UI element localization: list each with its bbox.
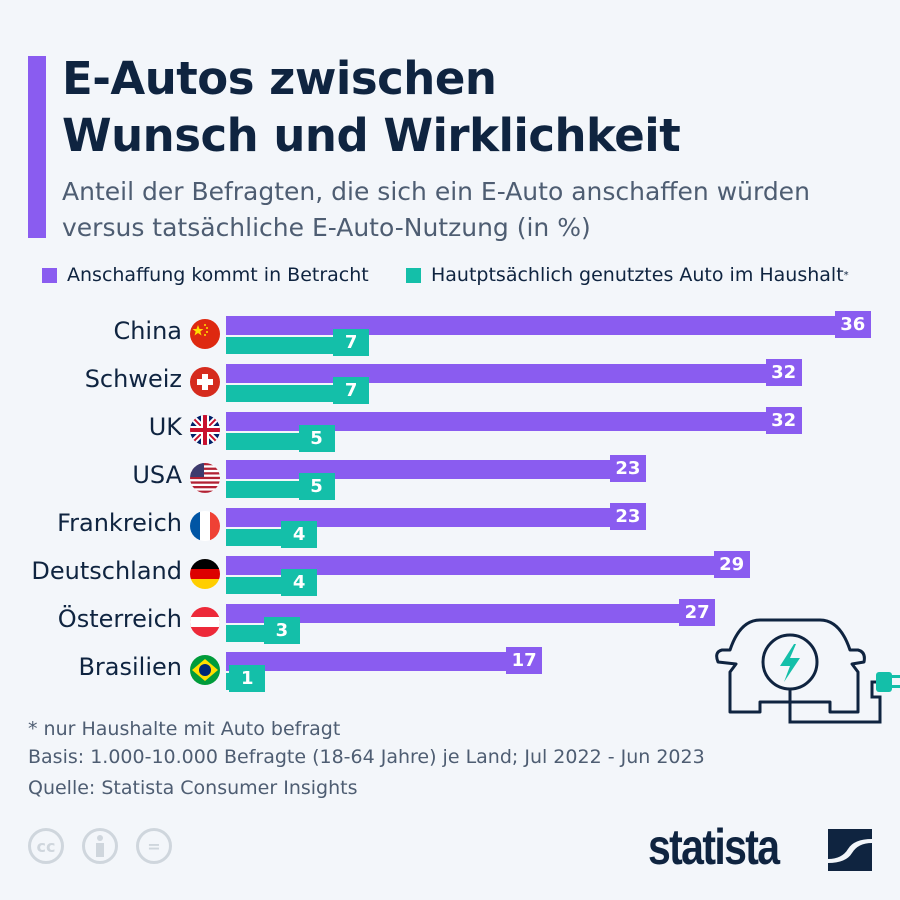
- source-note: Quelle: Statista Consumer Insights: [28, 777, 358, 799]
- country-label: Schweiz: [84, 365, 182, 393]
- country-label: Deutschland: [31, 557, 182, 585]
- legend-item-purchase: Anschaffung kommt in Betracht: [42, 264, 369, 286]
- data-label: 5: [298, 473, 335, 500]
- bar-purchase: [226, 508, 646, 527]
- legend-swatch-purple: [42, 267, 57, 283]
- attribution-icon[interactable]: [82, 828, 118, 864]
- statista-logo[interactable]: statista: [648, 819, 780, 875]
- bar-purchase: [226, 460, 646, 479]
- usa-flag-icon: [190, 463, 220, 493]
- country-label: USA: [132, 461, 182, 489]
- country-label: Frankreich: [57, 509, 182, 537]
- data-label: 17: [506, 647, 543, 674]
- country-label: China: [113, 317, 182, 345]
- title-accent-bar: [28, 56, 46, 238]
- subtitle-line-2: versus tatsächliche E-Auto-Nutzung (in %…: [62, 213, 591, 242]
- chart-title: E-Autos zwischen Wunsch und Wirklichkeit: [62, 50, 681, 164]
- subtitle-line-1: Anteil der Befragten, die sich ein E-Aut…: [62, 177, 810, 206]
- legend-item-usage: Hautptsächlich genutztes Auto im Haushal…: [406, 264, 849, 286]
- austria-flag-icon: [190, 607, 220, 637]
- data-label: 7: [333, 377, 370, 404]
- title-line-1: E-Autos zwischen: [62, 52, 497, 105]
- legend-swatch-teal: [406, 267, 421, 283]
- data-label: 3: [263, 617, 300, 644]
- data-label: 29: [713, 551, 750, 578]
- nd-icon-text: =: [147, 836, 161, 856]
- switzerland-flag-icon: [190, 367, 220, 397]
- legend-label: Anschaffung kommt in Betracht: [67, 264, 369, 286]
- bar-purchase: [226, 556, 750, 575]
- chart-subtitle: Anteil der Befragten, die sich ein E-Aut…: [62, 174, 810, 246]
- data-label: 23: [609, 503, 646, 530]
- cc-icon-text: cc: [36, 836, 56, 856]
- data-label: 4: [281, 569, 318, 596]
- country-label: Brasilien: [78, 653, 182, 681]
- no-derivatives-icon[interactable]: =: [136, 828, 172, 864]
- bar-purchase: [226, 316, 871, 335]
- france-flag-icon: [190, 511, 220, 541]
- title-line-2: Wunsch und Wirklichkeit: [62, 109, 681, 162]
- bar-purchase: [226, 364, 802, 383]
- bar-purchase: [226, 604, 716, 623]
- data-label: 27: [679, 599, 716, 626]
- data-label: 23: [609, 455, 646, 482]
- country-label: UK: [148, 413, 182, 441]
- person-icon: [96, 835, 104, 857]
- germany-flag-icon: [190, 559, 220, 589]
- data-label: 7: [333, 329, 370, 356]
- data-label: 36: [834, 311, 871, 338]
- basis-note: Basis: 1.000-10.000 Befragte (18-64 Jahr…: [28, 746, 705, 768]
- data-label: 1: [229, 665, 266, 692]
- brazil-flag-icon: [190, 655, 220, 685]
- bar-purchase: [226, 412, 802, 431]
- data-label: 4: [281, 521, 318, 548]
- electric-car-icon: [715, 618, 900, 724]
- china-flag-icon: [190, 319, 220, 349]
- legend-asterisk: *: [843, 269, 849, 281]
- footnote: * nur Haushalte mit Auto befragt: [28, 718, 341, 740]
- data-label: 32: [765, 359, 802, 386]
- legend-label: Hautptsächlich genutztes Auto im Haushal…: [431, 264, 844, 286]
- bar-purchase: [226, 652, 543, 671]
- uk-flag-icon: [190, 415, 220, 445]
- country-label: Österreich: [57, 605, 182, 633]
- data-label: 5: [298, 425, 335, 452]
- statista-logo-mark: [828, 829, 872, 871]
- cc-license-icon[interactable]: cc: [28, 828, 64, 864]
- data-label: 32: [765, 407, 802, 434]
